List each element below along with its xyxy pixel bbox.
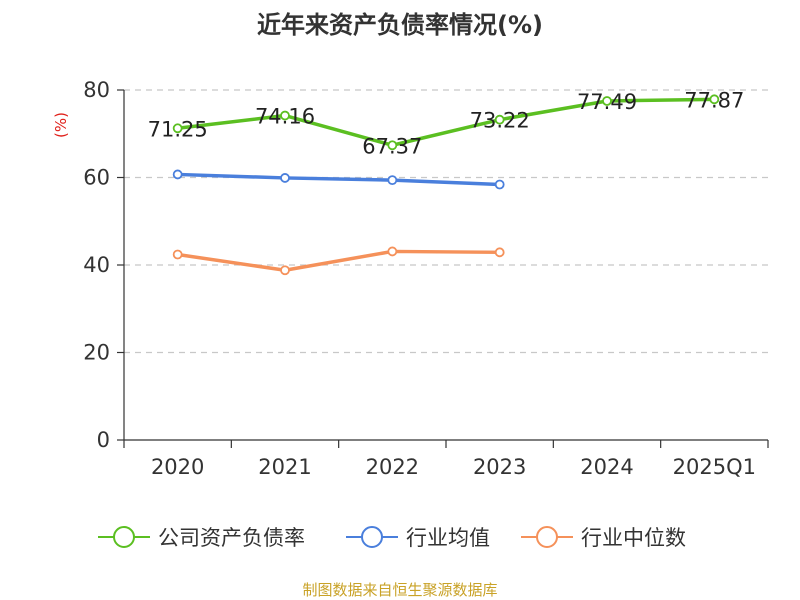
y-tick-label: 0 — [97, 428, 110, 452]
data-point — [494, 114, 505, 125]
y-tick-label: 80 — [83, 78, 110, 102]
legend: 公司资产负债率 行业均值 行业中位数 — [98, 526, 686, 550]
data-label: 77.87 — [684, 88, 744, 112]
data-point — [494, 179, 505, 190]
data-point — [387, 175, 398, 186]
data-point — [280, 265, 290, 276]
series-line — [177, 97, 715, 148]
legend-marker — [536, 526, 558, 548]
grid-lines — [124, 89, 768, 354]
data-point — [602, 96, 612, 106]
data-point — [172, 169, 183, 180]
data-point — [172, 123, 183, 134]
series-line — [177, 249, 500, 272]
tick-labels: 0 20 40 60 80 2020 2021 2022 2023 2024 2025Q1 — [83, 78, 756, 479]
data-label: 77.49 — [577, 90, 637, 114]
data-label: 74.16 — [255, 105, 315, 129]
data-label: 71.25 — [148, 117, 208, 141]
data-label: 73.22 — [470, 109, 530, 133]
series-line — [177, 172, 500, 187]
legend-label: 行业均值 — [406, 526, 490, 550]
y-tick-label: 60 — [83, 166, 110, 190]
x-tick-label: 2021 — [258, 455, 311, 479]
legend-label: 公司资产负债率 — [158, 526, 305, 550]
x-tick-label: 2023 — [473, 455, 526, 479]
x-tick-label: 2020 — [151, 455, 204, 479]
x-tick-label: 2025Q1 — [673, 455, 756, 479]
chart-title: 近年来资产负债率情况(%) — [257, 11, 543, 39]
y-tick-label: 20 — [83, 341, 110, 365]
data-point — [387, 140, 398, 151]
y-axis-label: (%) — [52, 112, 70, 138]
data-point — [172, 249, 183, 260]
data-point — [280, 173, 290, 183]
legend-label: 行业中位数 — [581, 526, 686, 550]
data-labels: 71.25 74.16 67.37 73.22 77.49 77.87 — [148, 88, 745, 158]
data-point — [709, 94, 720, 105]
y-tick-label: 40 — [83, 253, 110, 277]
x-tick-label: 2024 — [580, 455, 633, 479]
data-label: 67.37 — [362, 134, 422, 158]
series-group — [172, 94, 720, 276]
data-point — [494, 247, 505, 258]
x-tick-label: 2022 — [366, 455, 419, 479]
legend-marker — [113, 526, 135, 548]
data-point — [280, 110, 290, 121]
legend-marker — [361, 526, 383, 548]
source-note: 制图数据来自恒生聚源数据库 — [302, 581, 497, 599]
axes — [117, 89, 769, 448]
data-point — [387, 246, 398, 257]
